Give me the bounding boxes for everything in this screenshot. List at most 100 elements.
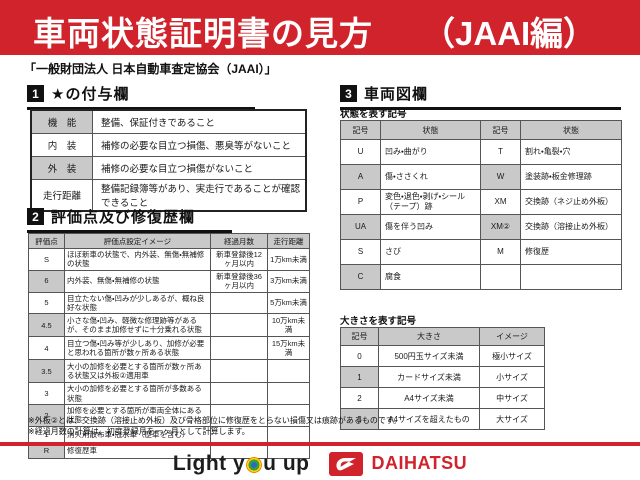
grade-desc: 小さな傷・凹み、軽微な修理跡等があるが、そのまま加修せずに十分乗れる状態	[64, 313, 211, 338]
table-row: U 凹み・曲がり T 割れ・亀裂・穴	[340, 139, 622, 165]
table-row: 2 加修を必要とする箇所が車両全体にある状態	[28, 404, 310, 427]
table-header-row: 評価点 評価点設定イメージ 経過月数 走行距離	[28, 233, 310, 249]
table-row: 走行距離 整備記録簿等があり、実走行であることが確認できること	[30, 179, 307, 212]
state-desc: 傷・ささくれ	[380, 164, 481, 190]
grade-desc: 目立つ傷・凹み等が少しあり、加修が必要と思われる箇所が数ヶ所ある状態	[64, 336, 211, 361]
size-desc: A4サイズ未満	[378, 387, 480, 409]
size-symbol: 2	[340, 387, 379, 409]
grade-mileage	[267, 359, 310, 384]
state-symbol	[480, 264, 521, 290]
state-symbols-label: 状態を表す記号	[340, 109, 407, 120]
light-you-up-logo: Light y u up	[173, 452, 310, 476]
section-2-header: 2 評価点及び修復歴欄	[27, 206, 232, 233]
size-desc: A4サイズを超えたもの	[378, 408, 480, 430]
size-image: 小サイズ	[479, 366, 545, 388]
state-desc: 修復歴	[520, 239, 622, 265]
section-3-badge: 3	[340, 85, 357, 102]
table-row: 2 A4サイズ未満 中サイズ	[340, 387, 545, 409]
table-row: 5 目立たない傷・凹みが少しあるが、概ね良好な状態 5万km未満	[28, 291, 310, 315]
size-symbol-table: 記号 大きさ イメージ 0 500円玉サイズ未満 極小サイズ 1 カードサイズ未…	[340, 327, 545, 430]
table-row: 内 装 補修の必要な目立つ損傷、悪臭等がないこと	[30, 133, 307, 157]
state-desc: 塗装跡・板金修理跡	[520, 164, 622, 190]
state-desc: 交換跡（溶接止め外板）	[520, 214, 622, 240]
grade-months	[210, 359, 268, 384]
grade-mileage	[267, 382, 310, 405]
column-header: 大きさ	[378, 327, 480, 346]
star-row-label: 走行距離	[30, 179, 93, 212]
table-row: 外 装 補修の必要な目立つ損傷がないこと	[30, 156, 307, 180]
column-header: 状態	[520, 120, 622, 140]
state-symbol: T	[480, 139, 521, 165]
section-1-badge: 1	[27, 85, 44, 102]
column-header: 記号	[340, 327, 379, 346]
table-row: 3.5 大小の加修を必要とする箇所が数ヶ所ある状態又は外板②適用車	[28, 359, 310, 384]
state-desc: 凹み・曲がり	[380, 139, 481, 165]
section-3-header: 3 車両図欄	[340, 83, 621, 110]
table-header-row: 記号 状態 記号 状態	[340, 120, 622, 140]
size-symbol: 1	[340, 366, 379, 388]
state-desc	[520, 264, 622, 290]
grade-months: 新車登録後36ヶ月以内	[210, 269, 268, 293]
grade-desc: 内外装、無傷・無補修の状態	[64, 269, 211, 293]
table-row: C 腐食	[340, 264, 622, 290]
state-symbol: P	[340, 189, 381, 215]
title-banner: 車両状態証明書の見方 （JAAI編）	[0, 0, 640, 55]
divider-red-bar	[0, 442, 640, 446]
table-row: A 傷・ささくれ W 塗装跡・板金修理跡	[340, 164, 622, 190]
state-symbol: S	[340, 239, 381, 265]
size-symbol: 0	[340, 345, 379, 367]
table-row: UA 傷を伴う凹み XM② 交換跡（溶接止め外板）	[340, 214, 622, 240]
state-symbol: M	[480, 239, 521, 265]
daihatsu-wordmark: DAIHATSU	[371, 453, 468, 473]
state-symbol: XM	[480, 189, 521, 215]
grade-desc: 大小の加修を必要とする箇所が数ヶ所ある状態又は外板②適用車	[64, 359, 211, 384]
table-row: 1 カードサイズ未満 小サイズ	[340, 366, 545, 388]
state-desc: 交換跡（ネジ止め外板）	[520, 189, 622, 215]
star-row-desc: 補修の必要な目立つ損傷、悪臭等がないこと	[92, 133, 307, 157]
grade-score: 3.5	[28, 359, 65, 384]
table-row: 6 内外装、無傷・無補修の状態 新車登録後36ヶ月以内 3万km未満	[28, 269, 310, 293]
section-2-title: 評価点及び修復歴欄	[51, 209, 196, 226]
grade-months	[210, 291, 268, 315]
table-row: 3 A4サイズを超えたもの 大サイズ	[340, 408, 545, 430]
state-desc: 割れ・亀裂・穴	[520, 139, 622, 165]
page-title-edition: （JAAI編）	[422, 15, 597, 52]
column-header: 記号	[480, 120, 521, 140]
state-symbol-table: 記号 状態 記号 状態 U 凹み・曲がり T 割れ・亀裂・穴 A 傷・ささくれ …	[340, 120, 622, 290]
state-symbol: XM②	[480, 214, 521, 240]
page-title: 車両状態証明書の見方	[33, 15, 373, 52]
daihatsu-emblem-icon	[329, 451, 364, 476]
target-circle-icon	[246, 456, 263, 473]
size-image: 中サイズ	[479, 387, 545, 409]
column-header: 走行距離	[267, 233, 310, 249]
grade-mileage: 5万km未満	[267, 291, 310, 315]
table-row: 1 消火剤散布車・冠水車（歴車を含む）	[28, 425, 310, 443]
footnote-line-1: ※外板②とは、交換跡（溶接止め外板）及び骨格部位に修復歴をとらない損傷又は痕跡が…	[28, 416, 402, 425]
grade-score: 4.5	[28, 313, 65, 338]
table-row: 機 能 整備、保証付きであること	[30, 109, 307, 134]
column-header: 経過月数	[210, 233, 268, 249]
size-symbol: 3	[340, 408, 379, 430]
grade-desc: 大小の加修を必要とする箇所が多数ある状態	[64, 382, 211, 405]
star-row-label: 機 能	[30, 109, 93, 134]
slogan-text-left: Light y	[172, 451, 246, 475]
state-desc: 腐食	[380, 264, 481, 290]
state-desc: さび	[380, 239, 481, 265]
footnotes: ※外板②とは、交換跡（溶接止め外板）及び骨格部位に修復歴をとらない損傷又は痕跡が…	[28, 415, 401, 437]
table-row: S ほぼ新車の状態で、内外装、無傷・無補修の状態 新車登録後12ヶ月以内 1万k…	[28, 248, 310, 271]
state-symbol: W	[480, 164, 521, 190]
size-symbols-label: 大きさを表す記号	[340, 316, 417, 327]
grade-mileage: 10万km未満	[267, 313, 310, 338]
star-row-label: 外 装	[30, 156, 93, 180]
footer: Light y u up DAIHATSU	[0, 447, 640, 480]
size-desc: 500円玉サイズ未満	[378, 345, 480, 367]
footnote-line-2: ※経過月数の計算は、初度登録月を一ヶ月として計算します。	[28, 427, 250, 436]
column-header: 評価点設定イメージ	[64, 233, 211, 249]
column-header: イメージ	[479, 327, 545, 346]
star-row-label: 内 装	[30, 133, 93, 157]
table-row: 4 目立つ傷・凹み等が少しあり、加修が必要と思われる箇所が数ヶ所ある状態 15万…	[28, 336, 310, 361]
star-row-desc: 整備、保証付きであること	[92, 109, 307, 134]
table-row: 0 500円玉サイズ未満 極小サイズ	[340, 345, 545, 367]
star-row-desc: 整備記録簿等があり、実走行であることが確認できること	[92, 179, 307, 212]
grade-desc: 目立たない傷・凹みが少しあるが、概ね良好な状態	[64, 291, 211, 315]
